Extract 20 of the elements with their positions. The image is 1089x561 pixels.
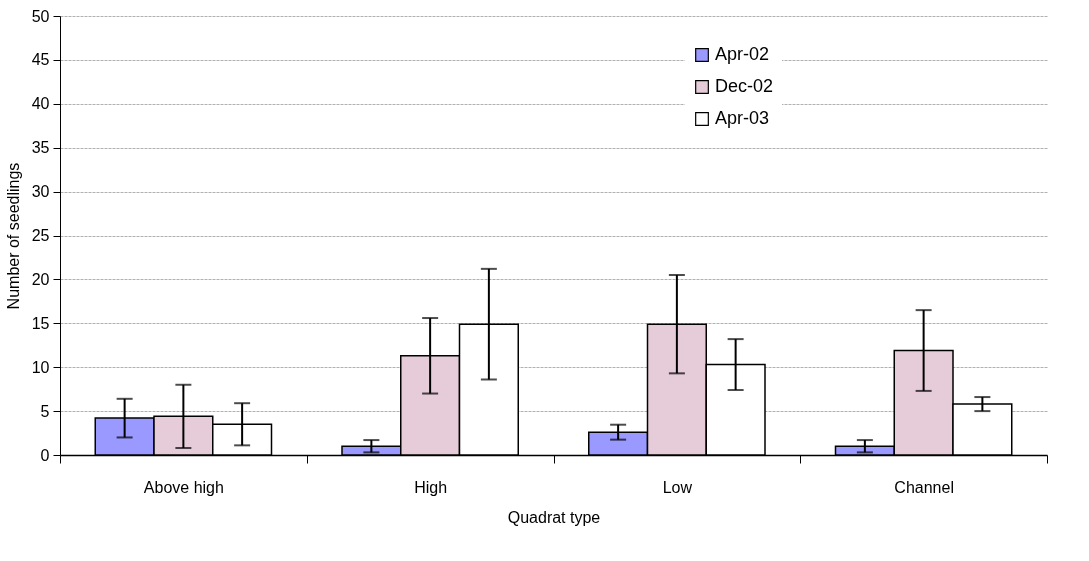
y-tick-label: 10: [31, 358, 50, 376]
x-tick-label: Channel: [894, 478, 954, 496]
x-tick-label: High: [414, 478, 448, 496]
legend-label: Apr-02: [715, 44, 770, 64]
y-tick-label: 15: [31, 314, 50, 332]
y-axis-title: Number of seedlings: [4, 162, 22, 310]
y-tick-label: 0: [40, 446, 50, 464]
x-tick-label: Low: [662, 478, 693, 496]
y-tick-label: 35: [31, 139, 50, 157]
y-tick-label: 40: [31, 95, 50, 113]
x-axis-title: Quadrat type: [507, 508, 601, 526]
x-tick-label: Above high: [143, 478, 224, 496]
legend-label: Apr-03: [715, 108, 770, 128]
y-tick-label: 20: [31, 270, 50, 288]
y-tick-label: 25: [31, 227, 50, 244]
y-tick-label: 30: [31, 183, 50, 201]
y-tick-label: 50: [31, 7, 50, 25]
y-tick-label: 5: [40, 402, 50, 420]
legend-label: Dec-02: [715, 76, 774, 96]
y-tick-label: 45: [31, 51, 50, 69]
